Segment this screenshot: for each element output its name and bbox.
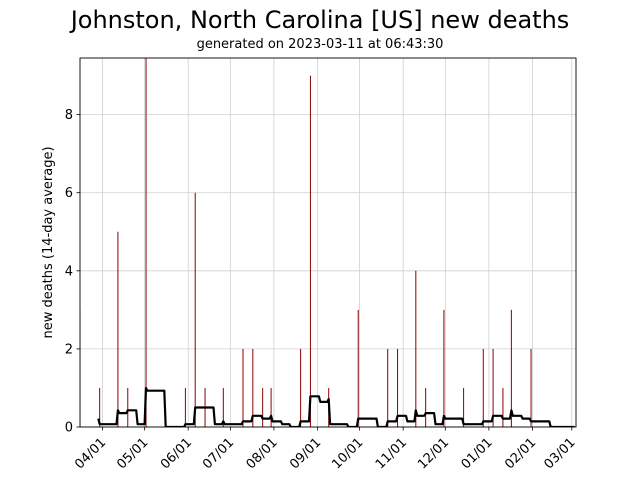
- x-tick-label: 05/01: [114, 435, 151, 472]
- y-tick-label: 0: [65, 421, 73, 436]
- y-tick-label: 2: [65, 342, 73, 357]
- x-tick-label: 10/01: [329, 435, 366, 472]
- x-tick-label: 06/01: [158, 435, 195, 472]
- plot-frame: [79, 57, 577, 428]
- x-tick-label: 12/01: [415, 435, 452, 472]
- plot-marks: [80, 58, 575, 427]
- chart-title: Johnston, North Carolina [US] new deaths: [70, 6, 570, 34]
- y-tick-label: 6: [65, 186, 73, 201]
- x-tick-label: 04/01: [72, 435, 109, 472]
- y-tick-label: 8: [65, 108, 73, 123]
- average-line: [97, 386, 575, 427]
- x-tick-label: 03/01: [542, 435, 579, 472]
- y-axis-label: new deaths (14-day average): [41, 146, 56, 338]
- x-tick-label: 09/01: [287, 435, 324, 472]
- x-tick-label: 01/01: [459, 435, 496, 472]
- x-tick-label: 07/01: [200, 435, 237, 472]
- x-tick-label: 02/01: [502, 435, 539, 472]
- y-tick-label: 4: [65, 264, 73, 279]
- x-tick-label: 11/01: [373, 435, 410, 472]
- x-tick-label: 08/01: [244, 435, 281, 472]
- chart-subtitle: generated on 2023-03-11 at 06:43:30: [196, 37, 444, 52]
